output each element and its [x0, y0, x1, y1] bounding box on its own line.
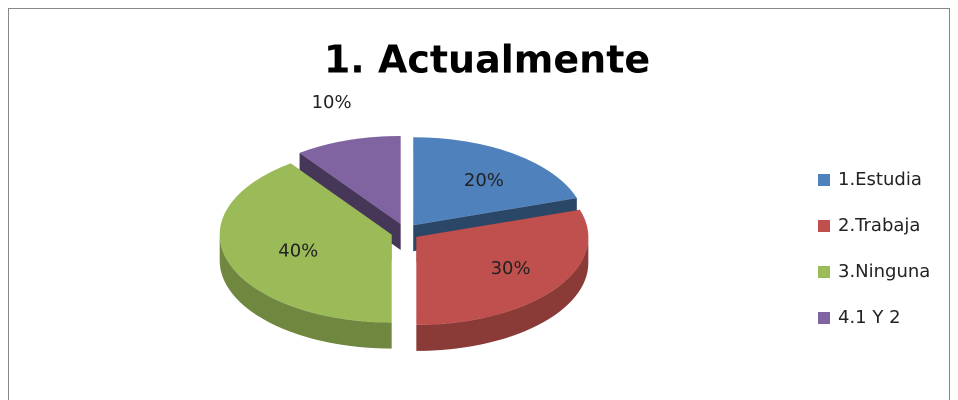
slice-top: [413, 137, 577, 226]
slice-top: [299, 136, 401, 225]
legend-label: 2.Trabaja: [838, 215, 920, 236]
legend-label: 4.1 Y 2: [838, 307, 901, 328]
legend-swatch: [818, 266, 830, 278]
slice-top: [416, 209, 589, 325]
legend-label: 3.Ninguna: [838, 261, 930, 282]
data-label: 30%: [491, 258, 531, 279]
legend-swatch: [818, 312, 830, 324]
slice-top: [219, 163, 392, 323]
legend-swatch: [818, 220, 830, 232]
legend-swatch: [818, 174, 830, 186]
slice-side: [219, 234, 392, 349]
legend-label: 1.Estudia: [838, 169, 922, 190]
slice: [416, 209, 589, 351]
slice: [219, 163, 392, 349]
slice-side: [416, 236, 589, 351]
data-label: 20%: [464, 170, 504, 191]
chart-title: 1. Actualmente: [324, 38, 650, 82]
data-label: 10%: [312, 92, 352, 113]
data-label: 40%: [278, 240, 318, 261]
